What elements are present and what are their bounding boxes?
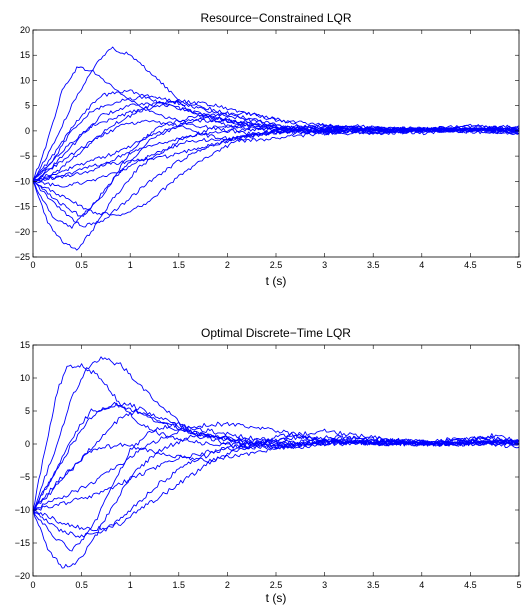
x-tick-label: 1.5 <box>173 260 186 270</box>
series-line <box>32 402 520 511</box>
x-tick-label: 0.5 <box>75 580 88 590</box>
series-line <box>32 421 520 512</box>
x-tick-label: 2.5 <box>270 260 283 270</box>
plot-frame <box>32 344 520 577</box>
series-line <box>32 101 520 182</box>
y-tick-label: −5 <box>20 151 30 161</box>
series-line <box>32 124 520 228</box>
y-tick-label: 5 <box>25 406 30 416</box>
series-line <box>32 99 520 182</box>
chart-optimal-discrete-time-lqr: Optimal Discrete−Time LQR 0 0.5 1 1.5 2 2.5 3 3.… <box>15 326 522 605</box>
series-line <box>32 124 520 183</box>
chart-title: Resource−Constrained LQR <box>200 11 351 25</box>
x-tick-label: 0 <box>30 260 35 270</box>
x-axis-label: t (s) <box>266 591 287 605</box>
chart-resource-constrained-lqr: Resource−Constrained LQR 0 0.5 1 1.5 2 2.5 3 3.5… <box>15 11 522 288</box>
y-tick-label: −20 <box>15 571 30 581</box>
chart-title: Optimal Discrete−Time LQR <box>201 326 351 340</box>
series-line <box>32 409 520 511</box>
x-tick-label: 4 <box>419 580 424 590</box>
y-tick-label: 5 <box>25 101 30 111</box>
x-tick-label: 0.5 <box>75 260 88 270</box>
x-tick-label: 4.5 <box>464 580 477 590</box>
y-tick-label: −20 <box>15 227 30 237</box>
y-tick-label: −5 <box>20 472 30 482</box>
x-tick-label: 4.5 <box>464 260 477 270</box>
x-tick-label: 0 <box>30 580 35 590</box>
x-tick-label: 2 <box>225 260 230 270</box>
series-line <box>32 89 520 182</box>
y-tick-label: 15 <box>20 340 30 350</box>
x-tick-label: 5 <box>516 580 521 590</box>
x-tick-label: 1 <box>128 260 133 270</box>
y-tick-label: −25 <box>15 252 30 262</box>
x-tick-label: 3 <box>322 580 327 590</box>
y-tick-label: −15 <box>15 538 30 548</box>
series-line <box>32 356 520 511</box>
series-line <box>32 123 520 251</box>
series-line <box>32 111 520 182</box>
y-tick-label: 10 <box>20 75 30 85</box>
y-tick-label: −10 <box>15 176 30 186</box>
x-tick-label: 3 <box>322 260 327 270</box>
y-tick-label: 10 <box>20 373 30 383</box>
x-tick-label: 2 <box>225 580 230 590</box>
series-line <box>32 438 520 511</box>
x-tick-label: 3.5 <box>367 260 380 270</box>
x-tick-label: 2.5 <box>270 580 283 590</box>
x-tick-label: 4 <box>419 260 424 270</box>
y-tick-label: 0 <box>25 439 30 449</box>
x-tick-label: 3.5 <box>367 580 380 590</box>
y-tick-label: −10 <box>15 505 30 515</box>
y-tick-label: 0 <box>25 126 30 136</box>
series-line <box>32 118 520 229</box>
x-axis-label: t (s) <box>266 274 287 288</box>
series-line <box>32 363 520 511</box>
x-tick-label: 5 <box>516 260 521 270</box>
series-line <box>32 126 520 182</box>
series-line <box>32 434 520 569</box>
y-tick-label: −15 <box>15 202 30 212</box>
plot-frame <box>32 29 520 258</box>
series-line <box>32 401 520 511</box>
x-tick-label: 1 <box>128 580 133 590</box>
y-tick-label: 15 <box>20 50 30 60</box>
series-line <box>32 94 520 182</box>
y-tick-label: 20 <box>20 25 30 35</box>
series-line <box>32 98 520 182</box>
x-tick-label: 1.5 <box>173 580 186 590</box>
